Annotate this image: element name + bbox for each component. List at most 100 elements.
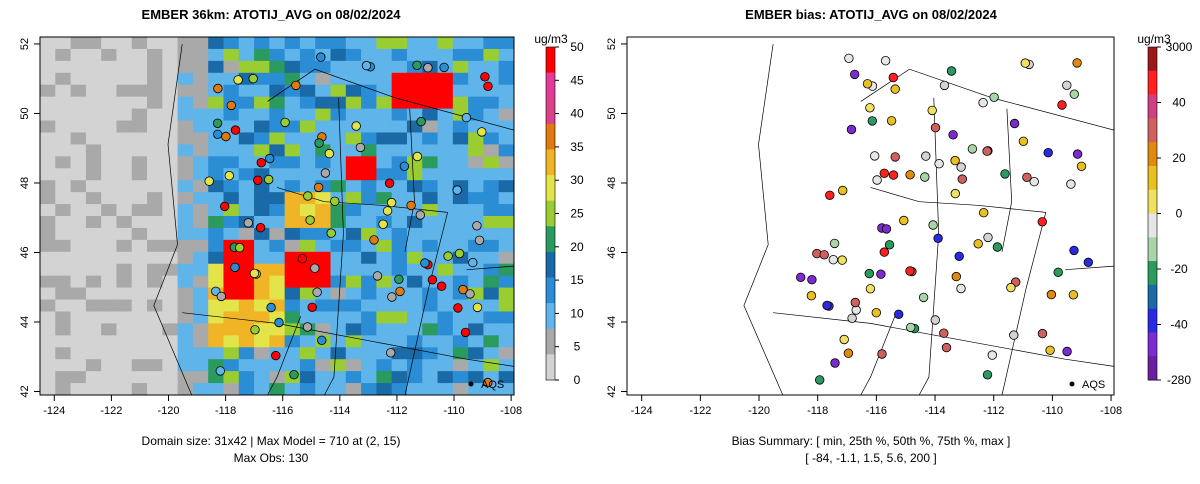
- y-tick-label: 48: [19, 177, 31, 189]
- grid-cell: [269, 383, 286, 396]
- grid-cell: [498, 383, 515, 396]
- grid-cell: [468, 84, 484, 98]
- monitor-point: [394, 274, 404, 285]
- monitor-point: [280, 117, 290, 128]
- monitor-point: [881, 224, 892, 234]
- grid-cell: [284, 180, 301, 193]
- grid-cell: [437, 72, 454, 86]
- border-line: [404, 212, 448, 396]
- grid-cell: [162, 335, 179, 348]
- grid-cell: [131, 132, 148, 145]
- grid-cell: [483, 263, 500, 277]
- colorbar-tick-label: -40: [1170, 318, 1188, 332]
- border-line: [466, 265, 515, 271]
- colorbar-segment: [1148, 94, 1157, 119]
- grid-cell: [269, 72, 286, 86]
- grid-cell: [85, 299, 102, 312]
- grid-cell: [269, 216, 286, 229]
- grid-cell: [391, 48, 408, 62]
- grid-cell: [422, 299, 439, 312]
- grid-cell: [177, 335, 194, 348]
- monitor-point: [316, 52, 326, 62]
- grid-cell: [131, 120, 148, 133]
- grid-cell: [101, 347, 117, 360]
- grid-cell: [192, 335, 209, 348]
- colorbar-segment: [546, 123, 555, 150]
- grid-cell: [299, 239, 316, 253]
- grid-cell: [284, 168, 301, 181]
- colorbar-segment: [546, 277, 555, 304]
- grid-cell: [498, 120, 515, 133]
- grid-cell: [116, 383, 133, 396]
- grid-cell: [391, 108, 408, 122]
- monitor-point: [939, 80, 950, 91]
- grid-cell: [40, 48, 56, 62]
- grid-cell: [101, 204, 117, 217]
- grid-cell: [85, 227, 102, 241]
- grid-cell: [452, 84, 469, 98]
- grid-cell: [468, 371, 484, 384]
- grid-cell: [391, 72, 408, 86]
- grid-cell: [70, 96, 87, 110]
- x-tick-label: -112: [983, 405, 1004, 417]
- grid-cell: [498, 371, 515, 384]
- grid-cell: [238, 371, 255, 384]
- grid-cell: [299, 371, 316, 384]
- grid-cell: [299, 227, 316, 241]
- colorbar-tick-label: 35: [570, 140, 584, 154]
- grid-cell: [177, 371, 194, 384]
- monitor-point: [378, 219, 388, 230]
- grid-cell: [223, 311, 240, 324]
- grid-cell: [131, 287, 148, 301]
- grid-cell: [177, 192, 194, 205]
- grid-cell: [284, 383, 301, 396]
- grid-cell: [330, 48, 347, 62]
- grid-cell: [422, 311, 439, 324]
- grid-cell: [483, 239, 500, 253]
- grid-cell: [238, 227, 255, 241]
- grid-cell: [406, 48, 423, 62]
- grid-cell: [162, 72, 179, 86]
- monitor-point: [837, 255, 847, 265]
- grid-cell: [361, 96, 377, 110]
- grid-cell: [422, 192, 439, 205]
- grid-cell: [391, 227, 408, 241]
- grid-cell: [345, 275, 362, 289]
- grid-cell: [315, 37, 332, 50]
- grid-cell: [85, 156, 102, 169]
- monitor-point: [313, 182, 324, 193]
- grid-cell: [254, 275, 270, 289]
- aqs-legend-label: AQS: [481, 379, 504, 391]
- grid-cell: [376, 239, 393, 253]
- grid-cell: [406, 168, 423, 181]
- grid-cell: [85, 359, 102, 372]
- grid-cell: [177, 323, 194, 336]
- grid-cell: [468, 204, 484, 217]
- grid-cell: [422, 168, 439, 181]
- grid-cell: [162, 96, 179, 110]
- grid-cell: [238, 168, 255, 181]
- monitor-point: [939, 328, 949, 338]
- grid-cell: [299, 335, 316, 348]
- x-tick-label: -118: [807, 405, 828, 417]
- grid-cell: [254, 287, 270, 301]
- grid-cell: [330, 108, 347, 122]
- grid-cell: [40, 299, 56, 312]
- monitor-point: [386, 348, 396, 358]
- grid-cell: [208, 108, 224, 122]
- grid-cell: [162, 299, 179, 312]
- monitor-point: [255, 222, 266, 233]
- grid-cell: [330, 60, 347, 74]
- grid-cell: [269, 263, 286, 277]
- grid-cell: [116, 60, 133, 74]
- grid-cell: [376, 323, 393, 336]
- grid-cell: [437, 347, 454, 360]
- grid-cell: [468, 180, 484, 193]
- y-tick-label: 50: [19, 107, 31, 119]
- grid-cell: [269, 287, 286, 301]
- x-tick-label: -110: [443, 405, 464, 417]
- grid-cell: [376, 383, 393, 396]
- grid-cell: [223, 299, 240, 312]
- colorbar-segment: [1148, 284, 1157, 310]
- grid-cell: [345, 311, 362, 324]
